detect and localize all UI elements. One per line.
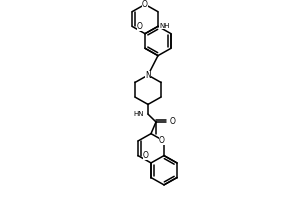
Text: HN: HN xyxy=(134,111,144,117)
Text: NH: NH xyxy=(159,23,169,29)
Text: O: O xyxy=(143,151,149,160)
Text: N: N xyxy=(145,71,151,80)
Text: O: O xyxy=(137,22,143,31)
Text: O: O xyxy=(170,117,176,126)
Text: O: O xyxy=(142,0,148,9)
Text: O: O xyxy=(159,136,165,145)
